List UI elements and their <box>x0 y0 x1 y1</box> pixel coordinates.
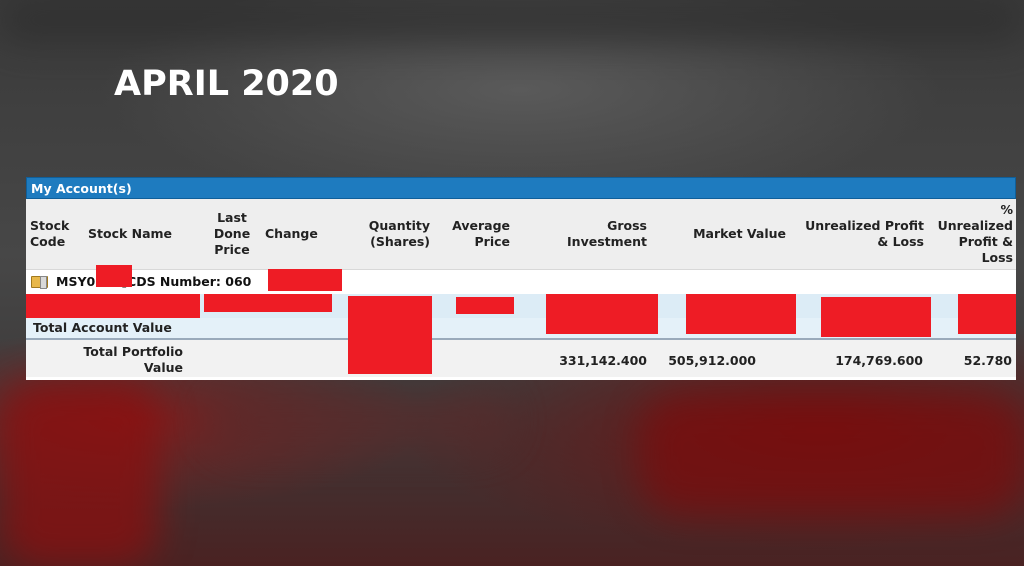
col-last-done-price[interactable]: Last Done Price <box>213 210 251 257</box>
col-pct-unrealized[interactable]: % Unrealized Profit & Loss <box>937 202 1013 265</box>
redaction-block <box>958 294 1016 334</box>
total-market-value: 505,912.000 <box>668 353 756 368</box>
col-gross-investment[interactable]: Gross Investment <box>567 218 647 249</box>
background-blur-top <box>0 0 1024 40</box>
col-unrealized-pl[interactable]: Unrealized Profit & Loss <box>805 218 924 249</box>
redaction-block <box>821 297 931 337</box>
redaction-block <box>546 294 658 334</box>
total-unrealized-pl: 174,769.600 <box>835 353 923 368</box>
background-blur-middle <box>210 390 510 450</box>
account-panel: My Account(s) Stock Code Stock Name Last… <box>26 177 1016 380</box>
redaction-block <box>26 294 200 318</box>
total-account-label: Total Account Value <box>33 320 172 335</box>
redaction-block <box>456 297 514 314</box>
col-quantity[interactable]: Quantity (Shares) <box>368 218 430 249</box>
background-blur-right <box>640 395 1024 515</box>
panel-title: My Account(s) <box>26 177 1016 199</box>
total-portfolio-row: Total Portfolio Value 331,142.400 505,91… <box>26 340 1016 377</box>
background-blur-left <box>0 380 160 566</box>
col-average-price[interactable]: Average Price <box>452 218 510 249</box>
table-header: Stock Code Stock Name Last Done Price Ch… <box>26 199 1016 270</box>
slide-headline: APRIL 2020 <box>114 64 339 104</box>
redaction-block <box>204 294 332 312</box>
redaction-block <box>268 269 342 291</box>
account-row[interactable]: MSY0 [CDS Number: 060 <box>26 270 1016 294</box>
redaction-block <box>348 296 432 374</box>
account-label: MSY0 [CDS Number: 060 <box>56 274 252 289</box>
col-market-value[interactable]: Market Value <box>693 226 786 241</box>
folder-icon <box>31 276 48 289</box>
total-portfolio-label: Total Portfolio Value <box>83 344 183 375</box>
col-stock-code[interactable]: Stock Code <box>30 218 70 249</box>
redaction-block <box>96 265 132 287</box>
total-pct-unrealized: 52.780 <box>963 353 1012 368</box>
redaction-block <box>686 294 796 334</box>
total-gross-investment: 331,142.400 <box>559 353 647 368</box>
col-stock-name[interactable]: Stock Name <box>88 226 173 241</box>
col-change[interactable]: Change <box>265 226 318 241</box>
